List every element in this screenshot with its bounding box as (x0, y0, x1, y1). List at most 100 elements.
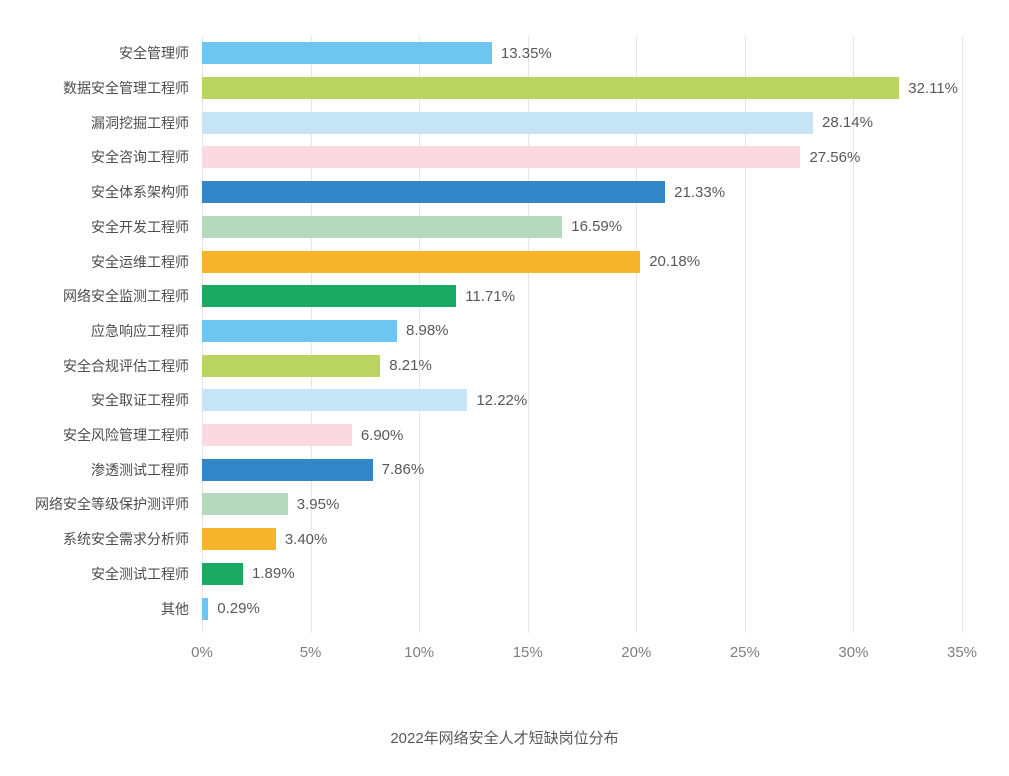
bar-row: 网络安全监测工程师 11.71% (0, 279, 1009, 314)
bar-area: 3.95% (202, 487, 962, 522)
value-label: 27.56% (809, 148, 861, 166)
category-label: 安全咨询工程师 (91, 149, 189, 166)
gridline (527, 36, 529, 633)
bar-row: 漏洞挖掘工程师 28.14% (0, 105, 1009, 140)
value-label: 0.29% (217, 600, 260, 618)
value-label: 6.90% (360, 426, 404, 444)
value-label: 7.86% (381, 461, 425, 479)
bar-row: 网络安全等级保护测评师 3.95% (0, 487, 1009, 522)
bar-row: 安全开发工程师 16.59% (0, 210, 1009, 245)
bar (202, 250, 641, 273)
chart-title: 2022年网络安全人才短缺岗位分布 (390, 730, 619, 747)
category-label: 系统安全需求分析师 (63, 531, 189, 548)
bar (202, 77, 900, 100)
bar-area: 21.33% (202, 175, 962, 210)
category-label: 安全取证工程师 (91, 392, 189, 409)
x-tick-label: 15% (512, 644, 543, 661)
bar-area: 3.40% (202, 522, 962, 557)
category-label: 渗透测试工程师 (91, 461, 189, 478)
bar-row: 安全运维工程师 20.18% (0, 244, 1009, 279)
bar (202, 111, 814, 134)
value-label: 13.35% (500, 44, 552, 62)
bar-row: 安全取证工程师 12.22% (0, 383, 1009, 418)
bar-row: 安全管理师 13.35% (0, 36, 1009, 71)
bar-area: 8.98% (202, 314, 962, 349)
bar-row: 安全体系架构师 21.33% (0, 175, 1009, 210)
value-label: 8.98% (405, 322, 449, 340)
x-tick-label: 35% (946, 644, 978, 661)
gridline (853, 36, 855, 633)
category-label: 其他 (161, 600, 189, 617)
bar-area: 8.21% (202, 348, 962, 383)
bar-area: 1.89% (202, 557, 962, 592)
bar (202, 424, 352, 447)
category-label: 安全体系架构师 (91, 184, 189, 201)
x-axis: 0% 5% 10% 15% 20% 25% 30% 35% (191, 644, 977, 666)
bar-row: 安全风险管理工程师 6.90% (0, 418, 1009, 453)
value-label: 3.40% (284, 530, 328, 548)
bar-area: 16.59% (202, 210, 962, 245)
category-label: 安全风险管理工程师 (63, 427, 189, 444)
value-label: 12.22% (476, 391, 528, 409)
bar (202, 493, 288, 516)
bar-row: 安全合规评估工程师 8.21% (0, 348, 1009, 383)
bar-row: 系统安全需求分析师 3.40% (0, 522, 1009, 557)
bar (202, 319, 397, 342)
bar (202, 146, 801, 169)
bar-row: 安全测试工程师 1.89% (0, 557, 1009, 592)
value-label: 21.33% (674, 183, 726, 201)
value-label: 11.71% (465, 287, 516, 305)
bar-row: 应急响应工程师 8.98% (0, 314, 1009, 349)
bar-rows: 安全管理师 13.35% 数据安全管理工程师 32.11% 漏洞挖掘工程师 28.14% 安… (0, 36, 1009, 626)
category-label: 网络安全等级保护测评师 (35, 496, 189, 513)
gridline (419, 36, 421, 633)
x-tick-label: 25% (729, 644, 760, 661)
bar-row: 安全咨询工程师 27.56% (0, 140, 1009, 175)
category-label: 数据安全管理工程师 (63, 80, 189, 97)
value-label: 8.21% (389, 357, 432, 375)
x-tick-label: 30% (838, 644, 869, 661)
bar-row: 其他 0.29% (0, 591, 1009, 626)
category-label: 安全开发工程师 (91, 218, 189, 235)
bar-area: 11.71% (202, 279, 962, 314)
x-tick-label: 20% (621, 644, 652, 661)
bar-row: 渗透测试工程师 7.86% (0, 452, 1009, 487)
bar-area: 13.35% (202, 36, 962, 71)
value-label: 20.18% (649, 253, 701, 271)
bar (202, 458, 373, 481)
category-label: 网络安全监测工程师 (63, 288, 189, 305)
value-label: 3.95% (296, 495, 340, 513)
category-label: 应急响应工程师 (91, 322, 189, 339)
bar (202, 562, 244, 585)
gridline (636, 36, 638, 633)
bar-area: 0.29% (202, 591, 962, 626)
value-label: 1.89% (252, 565, 295, 583)
gridline (962, 36, 963, 633)
bar (202, 389, 468, 412)
bar-area: 7.86% (202, 452, 962, 487)
bar-area: 6.90% (202, 418, 962, 453)
bar-row: 数据安全管理工程师 32.11% (0, 71, 1009, 106)
bar-area: 20.18% (202, 244, 962, 279)
bar (202, 215, 563, 238)
x-tick-label: 10% (404, 644, 435, 661)
bar-area: 32.11% (202, 71, 962, 106)
x-tick-label: 5% (299, 644, 322, 661)
category-label: 安全运维工程师 (91, 253, 189, 270)
bar (202, 354, 381, 377)
bar-area: 27.56% (202, 140, 962, 175)
bar (202, 181, 666, 204)
value-label: 28.14% (822, 114, 873, 132)
bar (202, 285, 457, 308)
bar-area: 28.14% (202, 105, 962, 140)
category-label: 安全管理师 (119, 45, 189, 62)
value-label: 16.59% (571, 218, 623, 236)
category-label: 安全测试工程师 (91, 565, 189, 582)
category-label: 安全合规评估工程师 (63, 357, 189, 374)
bar (202, 528, 276, 551)
gridline (744, 36, 746, 633)
category-label: 漏洞挖掘工程师 (91, 114, 189, 131)
x-tick-label: 0% (191, 644, 213, 661)
bar-area: 12.22% (202, 383, 962, 418)
